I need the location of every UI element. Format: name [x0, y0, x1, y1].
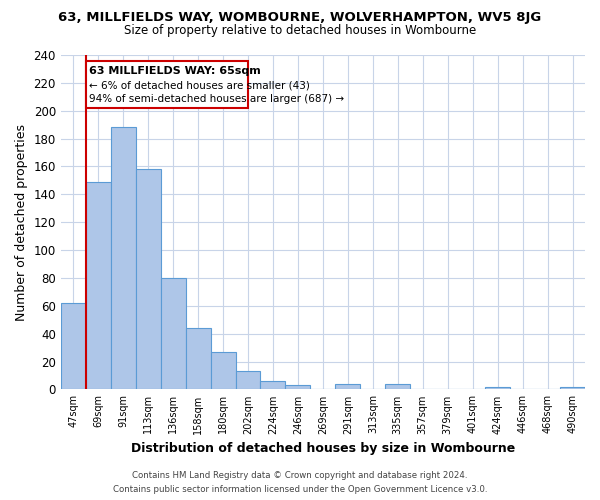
Text: 63 MILLFIELDS WAY: 65sqm: 63 MILLFIELDS WAY: 65sqm [89, 66, 261, 76]
Text: 94% of semi-detached houses are larger (687) →: 94% of semi-detached houses are larger (… [89, 94, 344, 104]
Bar [385, 384, 410, 390]
Text: Size of property relative to detached houses in Wombourne: Size of property relative to detached ho… [124, 24, 476, 37]
Bar [86, 60, 248, 108]
Text: 63, MILLFIELDS WAY, WOMBOURNE, WOLVERHAMPTON, WV5 8JG: 63, MILLFIELDS WAY, WOMBOURNE, WOLVERHAM… [58, 11, 542, 24]
Bar [236, 372, 260, 390]
Y-axis label: Number of detached properties: Number of detached properties [15, 124, 28, 320]
Bar [185, 328, 211, 390]
Bar [485, 386, 510, 390]
Bar [211, 352, 236, 390]
Text: ← 6% of detached houses are smaller (43): ← 6% of detached houses are smaller (43) [89, 80, 310, 90]
Bar [86, 182, 111, 390]
Bar [111, 128, 136, 390]
Bar [560, 386, 585, 390]
Bar [136, 170, 161, 390]
Bar [335, 384, 361, 390]
Text: Contains HM Land Registry data © Crown copyright and database right 2024.
Contai: Contains HM Land Registry data © Crown c… [113, 472, 487, 494]
Bar [61, 303, 86, 390]
Bar [161, 278, 185, 390]
Bar [286, 386, 310, 390]
X-axis label: Distribution of detached houses by size in Wombourne: Distribution of detached houses by size … [131, 442, 515, 455]
Bar [260, 381, 286, 390]
